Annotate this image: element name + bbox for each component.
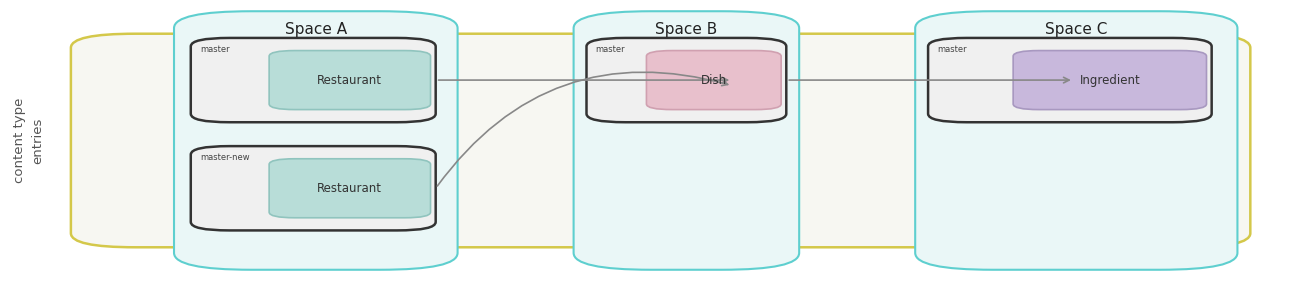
FancyBboxPatch shape xyxy=(191,38,436,122)
Text: Ingredient: Ingredient xyxy=(1079,74,1141,87)
Text: Restaurant: Restaurant xyxy=(317,74,383,87)
Text: Space C: Space C xyxy=(1045,22,1107,37)
Text: master: master xyxy=(937,45,967,54)
Text: Space B: Space B xyxy=(655,22,717,37)
FancyBboxPatch shape xyxy=(1013,51,1207,110)
Text: Restaurant: Restaurant xyxy=(317,182,383,195)
Text: master-new: master-new xyxy=(200,153,249,162)
FancyBboxPatch shape xyxy=(915,11,1237,270)
FancyBboxPatch shape xyxy=(71,34,1250,247)
FancyBboxPatch shape xyxy=(269,159,431,218)
Text: Space A: Space A xyxy=(285,22,347,37)
FancyBboxPatch shape xyxy=(269,51,431,110)
Text: master: master xyxy=(596,45,625,54)
FancyBboxPatch shape xyxy=(174,11,458,270)
FancyBboxPatch shape xyxy=(586,38,786,122)
FancyBboxPatch shape xyxy=(928,38,1212,122)
Text: content type
entries: content type entries xyxy=(13,98,44,183)
Text: Dish: Dish xyxy=(701,74,727,87)
FancyBboxPatch shape xyxy=(647,51,781,110)
FancyBboxPatch shape xyxy=(574,11,799,270)
FancyBboxPatch shape xyxy=(191,146,436,230)
Text: master: master xyxy=(200,45,229,54)
